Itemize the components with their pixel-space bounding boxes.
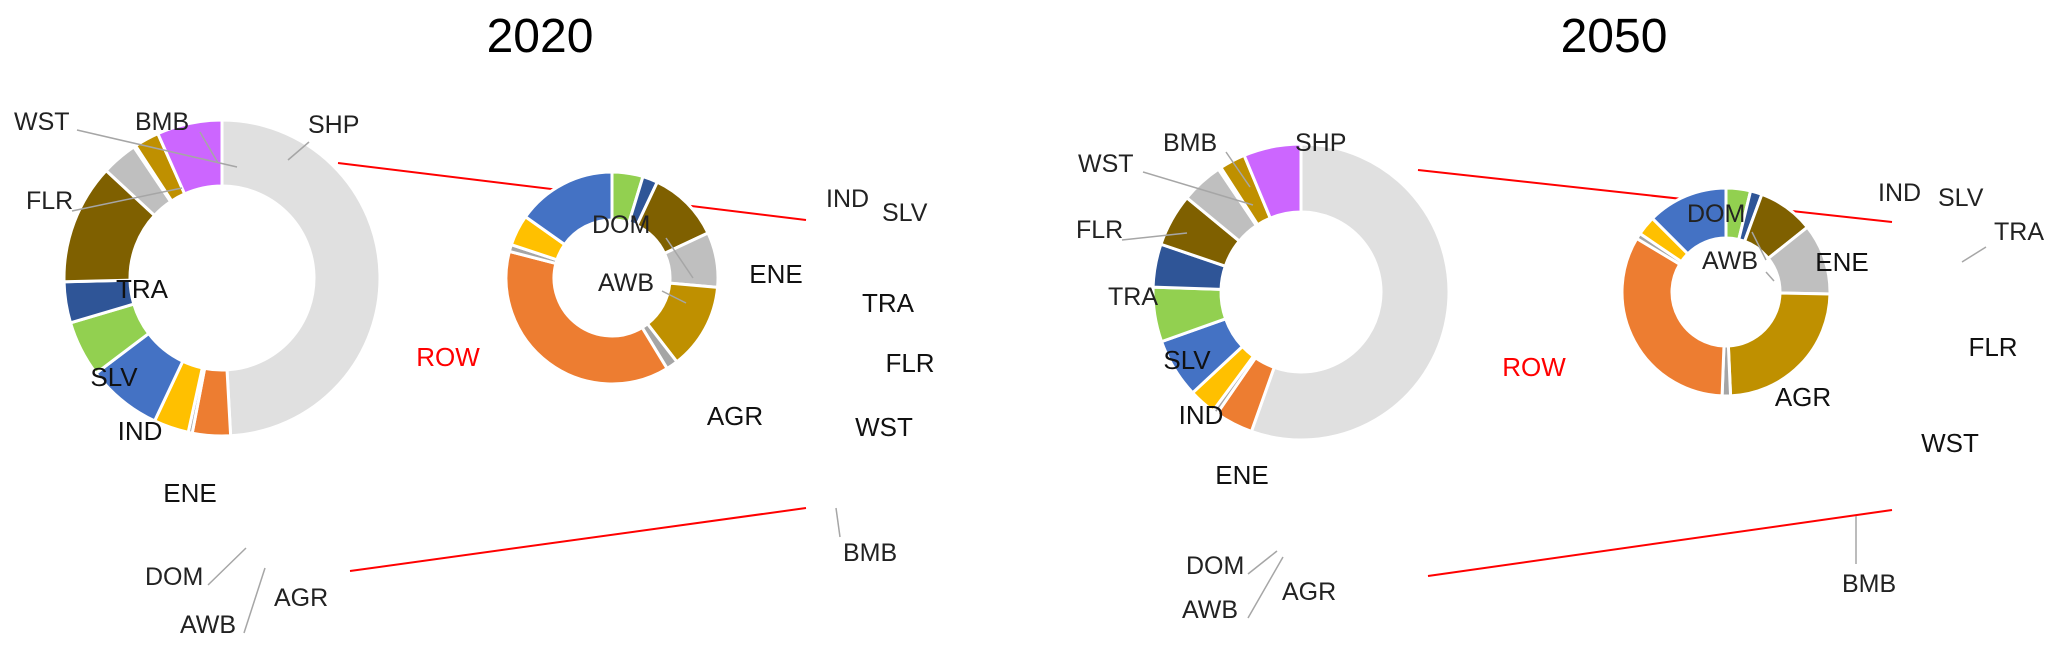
external-label-dom: DOM xyxy=(592,211,650,239)
external-label-awb: AWB xyxy=(180,611,236,639)
external-label-dom: DOM xyxy=(1186,552,1244,580)
leader-line-wst xyxy=(76,129,238,168)
external-label-slv: SLV xyxy=(882,199,928,227)
external-label-dom: DOM xyxy=(145,563,203,591)
inner-label-wst: WST xyxy=(1921,428,1979,458)
panel-2050: 2050 ROW SLV IND ENE ENE FLR WST AGR WST BMB SHP FLR… xyxy=(1076,10,2044,624)
external-label-shp: SHP xyxy=(1295,129,1346,157)
inner-label-tra: TRA xyxy=(862,288,915,318)
external-label-agr: AGR xyxy=(274,584,328,612)
outer-label-ind: IND xyxy=(1179,400,1224,430)
inner-label-agr: AGR xyxy=(1775,382,1831,412)
outer-label-ene: ENE xyxy=(163,478,216,508)
leader-line-awb xyxy=(661,290,687,304)
inner-slice-ene xyxy=(1650,186,1728,256)
leader-line-bmb xyxy=(1225,151,1251,188)
inner-label-ene: ENE xyxy=(1815,247,1868,277)
outer-label-slv: SLV xyxy=(1163,345,1211,375)
leader-line-dom xyxy=(1247,550,1278,575)
leader-line-flr xyxy=(1121,232,1188,241)
inner-slice-ene xyxy=(523,170,614,247)
leader-line-tra xyxy=(1961,246,1987,263)
leader-line-bmb xyxy=(199,131,219,164)
external-label-bmb: BMB xyxy=(135,108,189,136)
inner-slice-wst xyxy=(1726,291,1832,398)
outer-slice-row xyxy=(220,118,382,438)
leader-line-awb xyxy=(1247,556,1284,619)
inner-label-wst: WST xyxy=(855,412,913,442)
external-label-awb: AWB xyxy=(598,269,654,297)
chart-title-2020: 2020 xyxy=(487,10,594,63)
inner-slice-agr xyxy=(504,249,670,386)
connector-line-bottom xyxy=(1427,509,1893,577)
external-label-flr: FLR xyxy=(1076,216,1123,244)
leader-line-wst xyxy=(1142,171,1254,206)
connector-line-top xyxy=(1417,169,1893,223)
outer-label-slv: SLV xyxy=(90,362,138,392)
external-label-dom: DOM xyxy=(1687,200,1745,228)
external-label-wst: WST xyxy=(1078,150,1134,178)
external-label-bmb: BMB xyxy=(1842,570,1896,598)
leader-line-bmb xyxy=(835,507,841,538)
leader-line-dom xyxy=(207,547,247,586)
leader-line-dom xyxy=(1751,231,1767,261)
external-label-awb: AWB xyxy=(1182,596,1238,624)
external-label-slv: SLV xyxy=(1938,184,1984,212)
external-label-tra: TRA xyxy=(1994,218,2044,246)
external-label-awb: AWB xyxy=(1702,247,1758,275)
external-label-agr: AGR xyxy=(1282,578,1336,606)
outer-slice-row xyxy=(1249,142,1451,442)
outer-label-ene: ENE xyxy=(1215,460,1268,490)
outer-label-tra: TRA xyxy=(116,274,169,304)
panel-2020: 2020 ROW TRA SLV IND ENE ENE TRA FLR WST AGR WST BMB… xyxy=(14,10,935,639)
external-label-bmb: BMB xyxy=(1163,129,1217,157)
external-label-wst: WST xyxy=(14,108,70,136)
outer-slice-shp xyxy=(155,118,224,196)
inner-label-flr: FLR xyxy=(885,348,934,378)
outer-label-ind: IND xyxy=(118,416,163,446)
inner-slice-agr xyxy=(1620,236,1726,398)
inner-label-ene: ENE xyxy=(749,259,802,289)
leader-line-awb xyxy=(1765,271,1775,282)
external-label-bmb: BMB xyxy=(843,539,897,567)
outer-label-row: ROW xyxy=(416,342,480,372)
external-label-tra: TRA xyxy=(1108,283,1158,311)
outer-slice-shp xyxy=(1242,142,1303,221)
chart-title-2050: 2050 xyxy=(1561,10,1668,63)
leader-line-dom xyxy=(665,237,694,279)
leader-line-flr xyxy=(71,187,183,212)
inner-label-agr: AGR xyxy=(707,401,763,431)
external-label-ind: IND xyxy=(1878,179,1921,207)
connector-line-bottom xyxy=(349,507,807,572)
outer-label-row: ROW xyxy=(1502,352,1566,382)
leader-line-awb xyxy=(243,567,266,634)
leader-line-shp xyxy=(287,141,310,161)
external-label-ind: IND xyxy=(826,185,869,213)
external-label-flr: FLR xyxy=(26,187,73,215)
inner-label-flr: FLR xyxy=(1968,332,2017,362)
external-label-shp: SHP xyxy=(308,111,359,139)
